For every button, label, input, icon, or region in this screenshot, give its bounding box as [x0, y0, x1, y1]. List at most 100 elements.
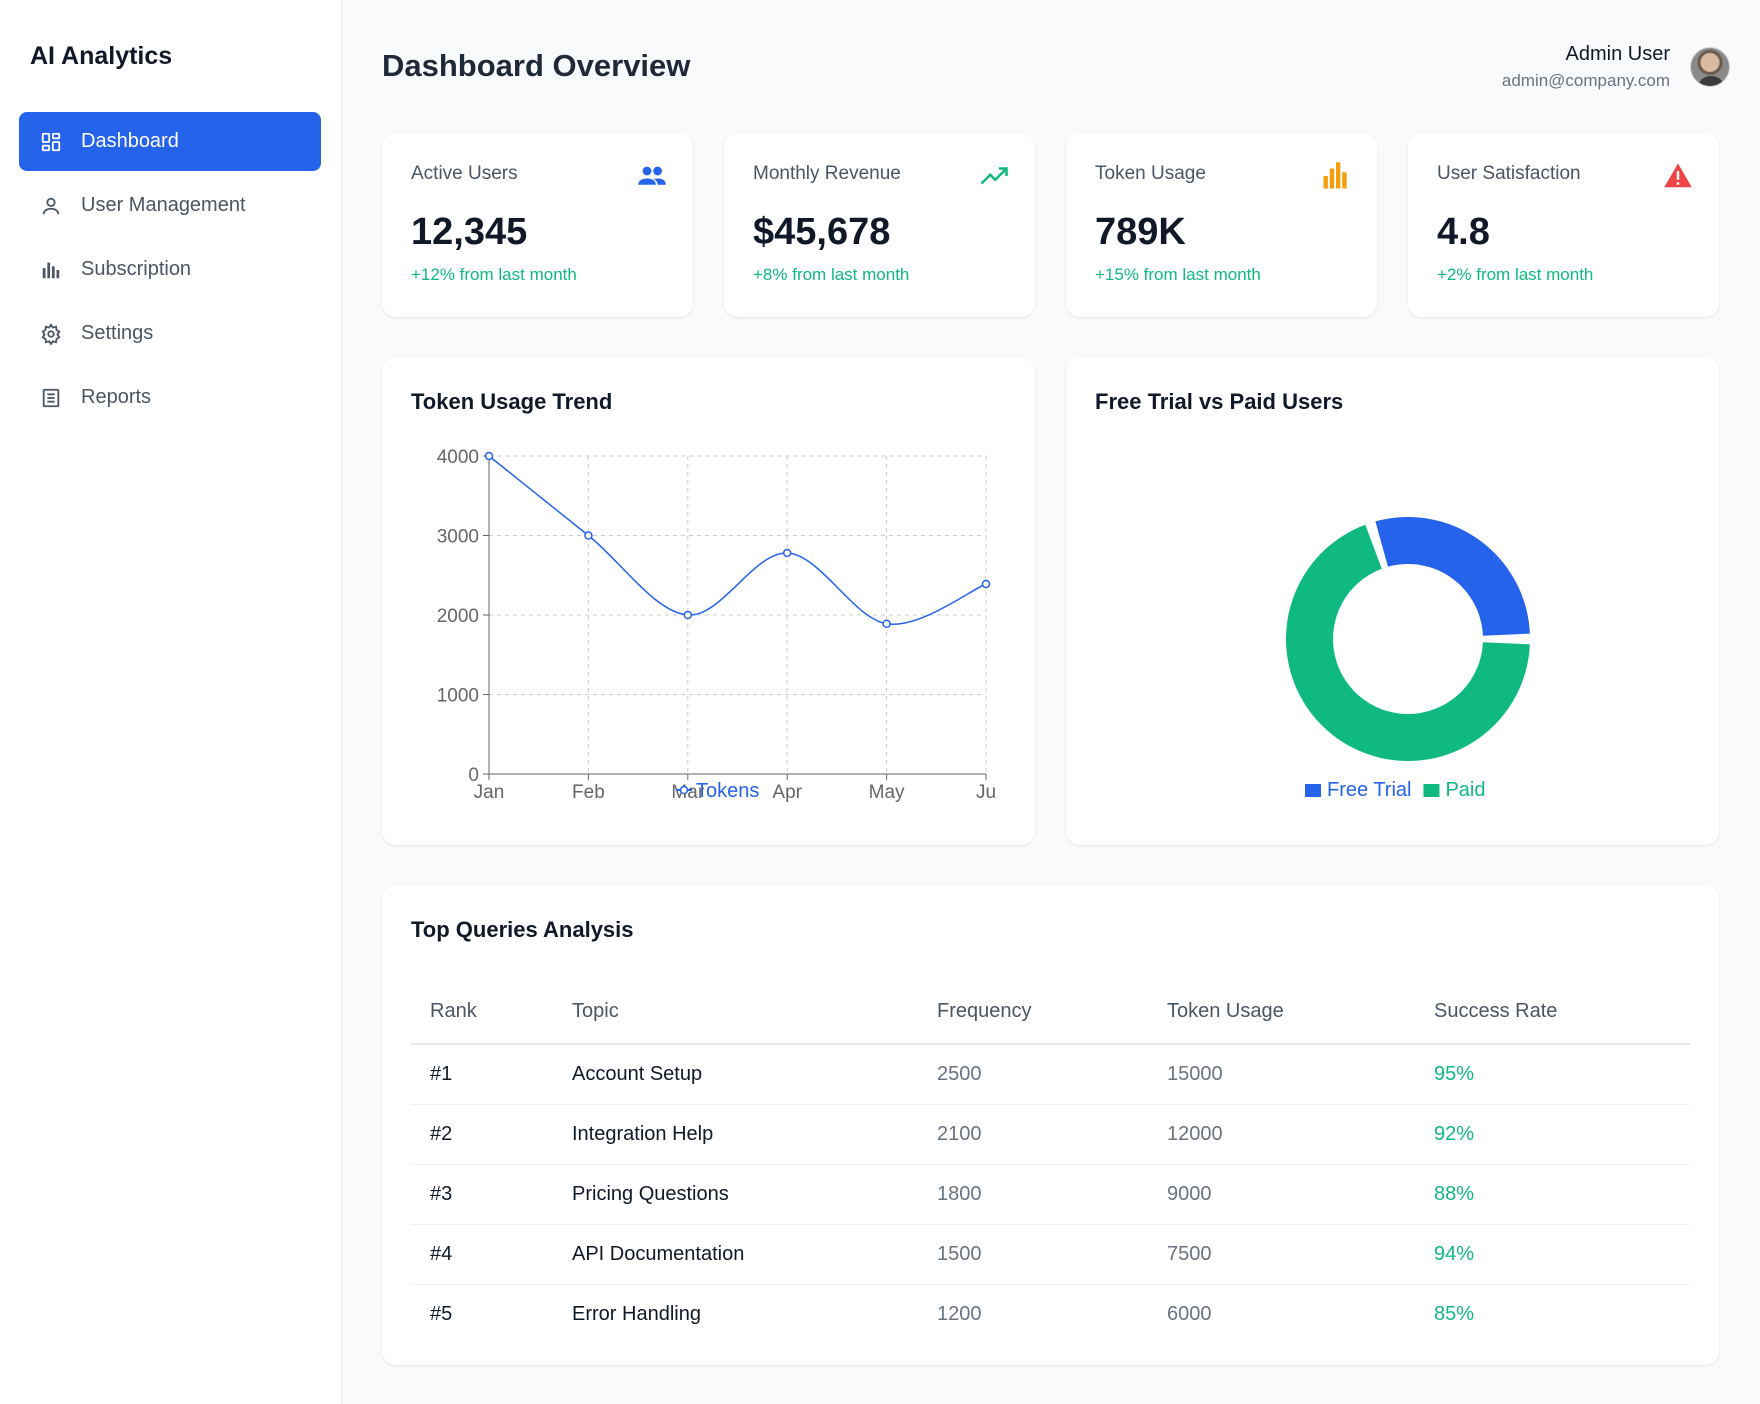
stat-label: User Satisfaction [1437, 163, 1581, 184]
data-point [584, 531, 593, 540]
cell-rank: #4 [411, 1224, 553, 1285]
stat-card-user-satisfaction: User Satisfaction 4.8 +2% from last mont… [1408, 133, 1719, 317]
bar-chart-icon [1323, 162, 1347, 189]
sidebar-item-label: Dashboard [81, 130, 179, 152]
table-row[interactable]: #3 Pricing Questions 1800 9000 88% [411, 1164, 1690, 1225]
trending-up-icon [980, 167, 1008, 185]
table-row[interactable]: #5 Error Handling 1200 6000 85% [411, 1284, 1690, 1344]
chart-title: Free Trial vs Paid Users [1095, 389, 1344, 414]
table-header-row: Rank Topic Frequency Token Usage Success… [411, 980, 1690, 1045]
users-icon [638, 166, 666, 185]
free-vs-paid-card: Free Trial vs Paid Users Free Trial Paid [1066, 357, 1719, 845]
cell-topic: Pricing Questions [553, 1164, 918, 1225]
donut-slice-paid [1286, 524, 1530, 761]
stat-label: Token Usage [1095, 163, 1206, 184]
cell-frequency: 1200 [937, 1302, 982, 1325]
x-tick-label: May [869, 782, 905, 803]
x-tick-label: Ju [976, 782, 996, 803]
x-tick-label: Mar [671, 782, 704, 803]
legend-swatch [1305, 784, 1321, 797]
token-usage-line-chart: 0 1000 2000 3000 4000 Jan Feb Mar Apr May Ju Tokens [437, 447, 996, 803]
column-header-token-usage[interactable]: Token Usage [1148, 980, 1415, 1045]
legend-swatch [1423, 784, 1440, 797]
sidebar-item-dashboard[interactable]: Dashboard [19, 112, 321, 171]
y-tick-label: 4000 [437, 447, 479, 468]
chart-title: Token Usage Trend [411, 389, 613, 414]
stat-change: +2% from last month [1437, 265, 1594, 284]
cell-rank: #5 [430, 1302, 453, 1325]
data-point [484, 451, 494, 461]
sidebar-item-settings[interactable]: Settings [19, 304, 321, 363]
y-tick-label: 3000 [437, 527, 479, 548]
user-name: Admin User [1565, 43, 1670, 65]
column-header-frequency[interactable]: Frequency [918, 980, 1148, 1045]
stat-change: +8% from last month [753, 265, 910, 284]
data-point [782, 548, 792, 558]
sidebar-item-label: Settings [81, 322, 154, 344]
cell-success-rate: 95% [1415, 1044, 1690, 1105]
x-tick-label: Jan [474, 782, 505, 803]
warning-icon [1664, 163, 1692, 188]
stat-value: 12,345 [411, 211, 528, 253]
sidebar-item-reports[interactable]: Reports [19, 368, 321, 427]
stat-change: +15% from last month [1095, 265, 1261, 284]
table-row[interactable]: #1 Account Setup 2500 15000 95% [411, 1044, 1690, 1105]
sidebar-item-label: Reports [81, 386, 152, 408]
top-queries-card: Top Queries Analysis Rank Topic Frequenc… [382, 885, 1719, 1365]
page-title: Dashboard Overview [382, 48, 691, 83]
sidebar-item-label: Subscription [81, 258, 192, 280]
queries-table: Rank Topic Frequency Token Usage Success… [411, 980, 1690, 1344]
cell-token-usage: 7500 [1148, 1224, 1415, 1285]
legend-marker-icon [679, 785, 689, 795]
cell-frequency: 2100 [918, 1104, 1148, 1165]
bar-chart-icon [39, 258, 63, 282]
cell-success-rate: 94% [1415, 1224, 1690, 1285]
cell-topic: API Documentation [553, 1224, 918, 1285]
cell-token-usage: 15000 [1148, 1044, 1415, 1105]
column-header-rank[interactable]: Rank [411, 980, 553, 1045]
legend-label: Tokens [696, 780, 759, 802]
x-tick-label: Apr [772, 782, 802, 803]
dashboard-grid-icon [39, 130, 63, 154]
cell-frequency: 1500 [918, 1224, 1148, 1285]
user-icon [39, 194, 63, 218]
stat-card-token-usage: Token Usage 789K +15% from last month [1066, 133, 1377, 317]
cell-frequency: 1800 [918, 1164, 1148, 1225]
sidebar-item-user-management[interactable]: User Management [19, 176, 321, 235]
column-header-success-rate[interactable]: Success Rate [1415, 980, 1690, 1045]
cell-topic: Account Setup [553, 1044, 918, 1105]
legend-label: Free Trial [1327, 779, 1411, 801]
series-line-tokens [488, 455, 987, 625]
cell-rank: #3 [411, 1164, 553, 1225]
sidebar-nav: Dashboard User Management Subscription [19, 112, 321, 432]
column-header-topic[interactable]: Topic [553, 980, 918, 1045]
y-tick-label: 2000 [437, 606, 479, 627]
data-point [981, 579, 991, 589]
stat-card-monthly-revenue: Monthly Revenue $45,678 +8% from last mo… [724, 133, 1035, 317]
free-vs-paid-donut-chart: Free Trial Paid [1286, 517, 1530, 801]
y-tick-label: 0 [468, 765, 479, 786]
brand-title: AI Analytics [30, 42, 173, 70]
avatar[interactable] [1690, 47, 1730, 87]
gear-icon [39, 322, 63, 346]
cell-rank: #2 [411, 1104, 553, 1165]
sidebar: AI Analytics Dashboard User Management [0, 0, 342, 1404]
table-row[interactable]: #2 Integration Help 2100 12000 92% [411, 1104, 1690, 1165]
token-usage-trend-card: Token Usage Trend 0 1000 2000 3000 4000 Jan Fe… [382, 357, 1035, 845]
main-content: Dashboard Overview Admin User admin@comp… [342, 0, 1760, 1404]
stat-label: Monthly Revenue [753, 163, 901, 184]
cell-success-rate: 92% [1415, 1104, 1690, 1165]
legend-label: Paid [1445, 779, 1485, 801]
user-profile[interactable]: Admin User admin@company.com [1502, 40, 1730, 94]
stat-card-active-users: Active Users 12,345 +12% from last month [382, 133, 693, 317]
cell-token-usage: 6000 [1167, 1302, 1212, 1325]
stat-value: 789K [1095, 211, 1186, 253]
cell-frequency: 2500 [918, 1044, 1148, 1105]
cell-token-usage: 9000 [1148, 1164, 1415, 1225]
x-tick-label: Feb [572, 782, 605, 803]
sidebar-item-subscription[interactable]: Subscription [19, 240, 321, 299]
stat-value: $45,678 [753, 211, 891, 253]
table-row[interactable]: #4 API Documentation 1500 7500 94% [411, 1224, 1690, 1285]
cell-topic: Error Handling [572, 1302, 701, 1325]
cell-token-usage: 12000 [1148, 1104, 1415, 1165]
